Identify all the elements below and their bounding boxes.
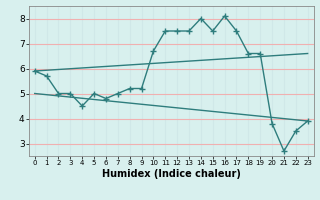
X-axis label: Humidex (Indice chaleur): Humidex (Indice chaleur): [102, 169, 241, 179]
